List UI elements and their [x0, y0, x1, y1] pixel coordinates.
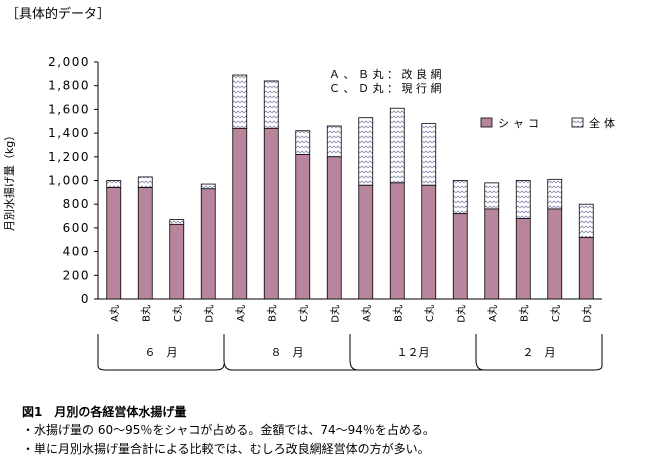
y-tick-label: 1,800 [48, 79, 90, 93]
bar-total [578, 203, 594, 238]
legend-swatch-shako [480, 117, 493, 128]
figure-caption-title: 図1 月別の各経営体水揚げ量 [22, 405, 187, 419]
bar-total [389, 107, 405, 184]
y-tick-label: 800 [63, 197, 90, 211]
y-tick-label: 1,000 [48, 174, 90, 188]
group-bracket-rest [232, 365, 603, 371]
group-bracket-divider [475, 334, 485, 371]
legend-swatch-total [571, 117, 584, 128]
month-group-label: ６ 月 [145, 346, 178, 359]
y-tick-label: 400 [63, 245, 90, 259]
bar-total [421, 123, 437, 186]
bar-shako [169, 223, 185, 300]
bar-shako [547, 208, 563, 300]
month-group-label: １２月 [397, 346, 430, 359]
x-tick-label: A丸 [108, 305, 121, 322]
legend-label-shako: シャコ [498, 117, 543, 130]
month-group-label: ２ 月 [523, 346, 556, 359]
legend-annotation: Ｃ 、 Ｄ 丸 ： 現 行 網 [329, 81, 441, 95]
legend-annotation: Ａ 、 Ｂ 丸 ： 改 良 網 [329, 67, 441, 81]
x-tick-label: D丸 [202, 305, 215, 323]
x-tick-label: B丸 [139, 305, 152, 322]
bar-shako [106, 187, 122, 300]
x-tick-label: C丸 [549, 305, 562, 322]
bar-shako [578, 236, 594, 300]
bar-shako [200, 188, 216, 300]
bar-shako [515, 218, 531, 300]
bar-total [358, 117, 374, 186]
y-tick-label: 1,400 [48, 126, 90, 140]
x-tick-label: C丸 [297, 305, 310, 322]
bar-shako [263, 127, 279, 300]
bar-shako [452, 213, 468, 300]
x-tick-label: B丸 [517, 305, 530, 322]
group-bracket-june [97, 363, 225, 371]
bar-total [232, 74, 248, 129]
y-tick-label: 600 [63, 221, 90, 235]
section-header: ［具体的データ］ [6, 7, 111, 22]
bar-total [452, 180, 468, 215]
x-tick-label: C丸 [171, 305, 184, 322]
x-tick-label: D丸 [328, 305, 341, 323]
caption-note-2: ・単に月別水揚げ量合計による比較では、むしろ改良網経営体の方が多い。 [22, 442, 430, 456]
x-tick-label: C丸 [423, 305, 436, 322]
bar-shako [232, 127, 248, 300]
bar-total [515, 180, 531, 219]
y-tick-label: 1,200 [48, 150, 90, 164]
x-tick-label: D丸 [580, 305, 593, 323]
y-tick-label: 200 [63, 268, 90, 282]
bar-shako [484, 208, 500, 300]
bar-total [169, 219, 185, 225]
bar-shako [295, 154, 311, 300]
bar-total [263, 80, 279, 129]
group-bracket-divider [223, 334, 233, 371]
bar-total [137, 176, 153, 189]
bar-total [295, 130, 311, 155]
bar-shako [421, 184, 437, 300]
x-tick-label: A丸 [486, 305, 499, 322]
bar-total [326, 125, 342, 158]
x-tick-label: A丸 [234, 305, 247, 322]
bar-shako [326, 156, 342, 300]
y-tick-label: 0 [81, 292, 90, 306]
x-tick-label: A丸 [360, 305, 373, 322]
group-bracket-divider [349, 334, 359, 371]
bar-total [106, 180, 122, 189]
bar-total [484, 182, 500, 210]
legend-label-total: 全体 [589, 116, 619, 130]
bar-total [547, 178, 563, 210]
x-tick-label: B丸 [265, 305, 278, 322]
caption-note-1: ・水揚げ量の 60～95％をシャコが占める。金額では、74～94％を占める。 [22, 423, 435, 437]
y-axis-label: 月別水揚げ量（kg） [3, 130, 16, 231]
x-tick-label: B丸 [391, 305, 404, 322]
bar-shako [358, 184, 374, 300]
y-tick-label: 2,000 [48, 55, 90, 69]
bar-shako [137, 187, 153, 300]
bar-chart: 0 200 400 600 800 1,000 1,200 1,400 1,600 1,800 2,… [3, 55, 619, 371]
month-group-label: ８ 月 [271, 346, 304, 359]
bar-shako [389, 182, 405, 300]
x-tick-label: D丸 [454, 305, 467, 323]
bar-total [200, 183, 216, 190]
y-tick-label: 1,600 [48, 102, 90, 116]
